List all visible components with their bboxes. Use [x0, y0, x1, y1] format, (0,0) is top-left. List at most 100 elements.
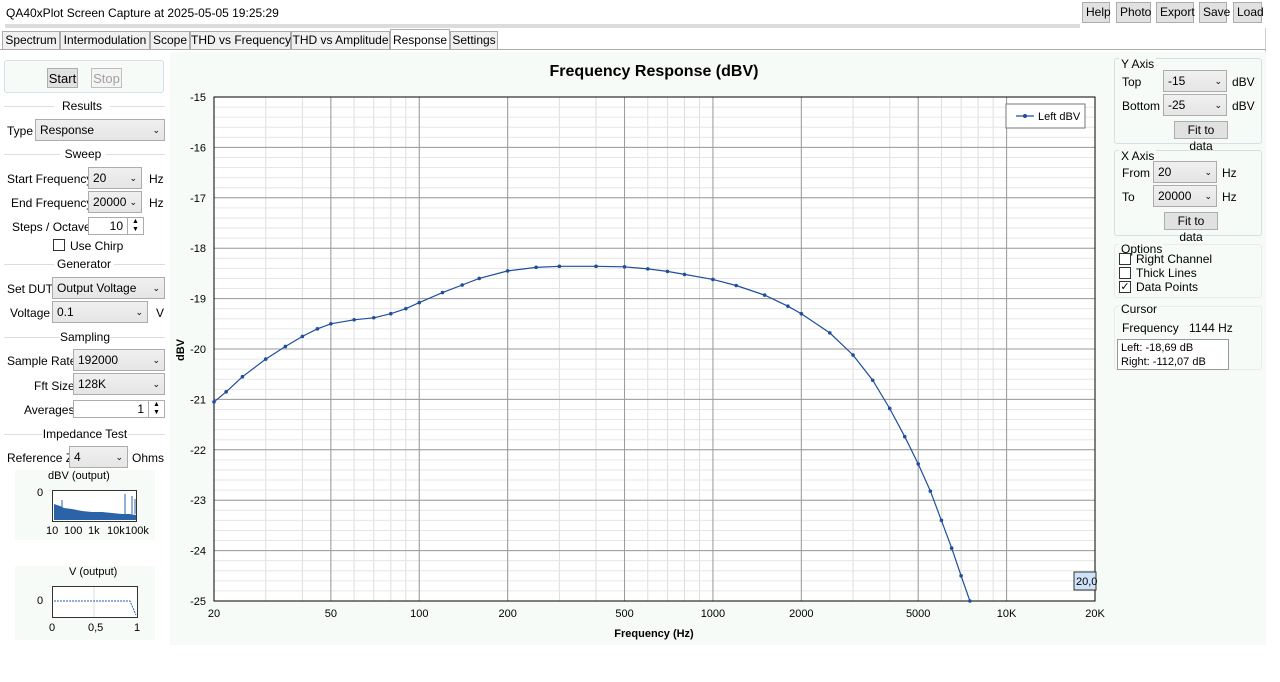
cursor-right-value: Right: -112,07 dB: [1121, 356, 1206, 368]
y-tick-label: -17: [190, 193, 206, 205]
chevron-down-icon: ⌄: [115, 452, 123, 462]
spin-arrows-icon[interactable]: ▲ ▼: [148, 401, 164, 417]
cursor-header: Cursor: [1119, 302, 1160, 316]
data-point: [300, 334, 305, 339]
x-to-label: To: [1122, 190, 1135, 204]
stop-button[interactable]: Stop: [91, 68, 122, 88]
x-tick-label: 500: [615, 608, 633, 620]
data-point: [827, 331, 832, 335]
tab-scope[interactable]: Scope: [150, 31, 190, 50]
sample-rate-select[interactable]: 192000 ⌄: [73, 349, 165, 371]
type-value: Response: [40, 123, 95, 137]
help-button[interactable]: Help: [1082, 2, 1111, 23]
data-point: [534, 265, 538, 270]
mini-x-tick: 100: [64, 525, 83, 537]
data-point: [949, 546, 954, 550]
type-select[interactable]: Response ⌄: [35, 119, 165, 141]
tab-response[interactable]: Response: [390, 29, 450, 50]
y-tick-label: -25: [190, 596, 206, 608]
mini-x-tick: 10: [46, 525, 59, 537]
divider: [128, 434, 165, 435]
end-frequency-select[interactable]: 20000 ⌄: [88, 191, 142, 213]
cursor-left-value: Left: -18,69 dB: [1121, 342, 1194, 354]
data-points-checkbox[interactable]: ✓: [1119, 281, 1131, 293]
data-point: [959, 574, 963, 578]
horizontal-scrollbar[interactable]: [5, 24, 1080, 28]
data-point: [212, 400, 216, 404]
sweep-header: Sweep: [64, 147, 102, 161]
x-to-select[interactable]: 20000 ⌄: [1153, 185, 1217, 207]
end-frequency-label: End Frequency: [11, 196, 93, 210]
reference-z-select[interactable]: 4 ⌄: [69, 446, 128, 468]
title-bar: QA40xPlot Screen Capture at 2025-05-05 1…: [0, 0, 1266, 28]
y-bottom-select[interactable]: -25 ⌄: [1163, 94, 1227, 116]
x-tick-label: 5000: [906, 608, 930, 620]
data-point: [389, 311, 393, 316]
spin-arrows-icon[interactable]: ▲ ▼: [127, 218, 143, 234]
fft-size-select[interactable]: 128K ⌄: [73, 373, 165, 395]
start-button[interactable]: Start: [47, 68, 78, 88]
save-button[interactable]: Save: [1199, 2, 1230, 23]
results-header: Results: [61, 99, 102, 113]
sample-rate-value: 192000: [78, 353, 119, 367]
tab-divider: [0, 49, 1266, 50]
y-tick-label: -24: [190, 546, 206, 558]
tab-intermodulation[interactable]: Intermodulation: [60, 31, 150, 50]
type-label: Type: [7, 124, 34, 138]
tab-thd-vs-amplitude[interactable]: THD vs Amplitude: [291, 31, 390, 50]
averages-stepper[interactable]: 1 ▲ ▼: [73, 400, 165, 418]
steps-value: 10: [109, 219, 123, 233]
tab-thd-vs-frequency[interactable]: THD vs Frequency: [190, 31, 291, 50]
data-point: [645, 267, 650, 271]
data-point: [928, 489, 933, 493]
thick-lines-checkbox[interactable]: [1119, 267, 1131, 279]
x-axis-header: X Axis: [1119, 149, 1157, 163]
export-button[interactable]: Export: [1156, 2, 1195, 23]
tab-settings[interactable]: Settings: [450, 31, 498, 50]
data-point: [460, 283, 464, 287]
y-bottom-unit: dBV: [1232, 99, 1255, 113]
data-point: [594, 264, 598, 269]
data-point: [240, 374, 245, 379]
chart-legend[interactable]: Left dBV: [1005, 103, 1086, 129]
frequency-response-chart[interactable]: Frequency Response (dBV) -15 -16 -17 -18 -19…: [170, 52, 1110, 645]
cursor-readout: Left: -18,69 dB Right: -112,07 dB: [1117, 339, 1229, 370]
start-frequency-select[interactable]: 20 ⌄: [88, 167, 142, 189]
right-panel: Y Axis Top -15 ⌄ dBV Bottom -25 ⌄ dBV Fit …: [1110, 52, 1266, 645]
mini-x-tick: 1k: [88, 525, 100, 537]
data-point: [477, 276, 482, 281]
y-top-unit: dBV: [1232, 75, 1255, 89]
data-point: [417, 300, 422, 305]
y-tick-label: -18: [190, 243, 206, 255]
y-fit-to-data-button[interactable]: Fit to data: [1174, 121, 1228, 153]
data-point: [887, 406, 892, 411]
chart-series: [212, 264, 972, 603]
photo-button[interactable]: Photo: [1116, 2, 1151, 23]
chart-title: Frequency Response (dBV): [550, 63, 759, 80]
steps-per-octave-stepper[interactable]: 10 ▲ ▼: [88, 217, 144, 235]
x-fit-to-data-button[interactable]: Fit to data: [1164, 212, 1218, 244]
cursor-annotation-text: 20,0: [1076, 576, 1097, 588]
data-point: [557, 264, 562, 269]
tab-spectrum[interactable]: Spectrum: [2, 31, 60, 50]
data-point: [315, 327, 320, 331]
use-chirp-checkbox[interactable]: [53, 239, 65, 251]
divider: [4, 434, 42, 435]
right-channel-checkbox[interactable]: [1119, 253, 1131, 265]
options-group: Options Right Channel Thick Lines ✓ Data…: [1114, 242, 1262, 298]
data-point: [851, 353, 855, 357]
y-top-select[interactable]: -15 ⌄: [1163, 70, 1227, 92]
mini-x-tick: 1: [134, 622, 141, 634]
app-window: QA40xPlot Screen Capture at 2025-05-05 1…: [0, 0, 1266, 645]
set-dut-select[interactable]: Output Voltage ⌄: [52, 277, 165, 299]
data-point: [786, 304, 790, 308]
fft-size-value: 128K: [78, 377, 107, 391]
chevron-down-icon: ⌄: [1204, 191, 1212, 201]
y-tick-label: -23: [190, 495, 206, 507]
voltage-select[interactable]: 0.1 ⌄: [52, 301, 148, 323]
voltage-value: 0.1: [57, 305, 74, 319]
x-to-value: 20000: [1158, 189, 1192, 203]
cursor-annotation: 20,0: [1073, 571, 1097, 591]
x-from-select[interactable]: 20 ⌄: [1153, 161, 1217, 183]
load-button[interactable]: Load: [1233, 2, 1264, 23]
